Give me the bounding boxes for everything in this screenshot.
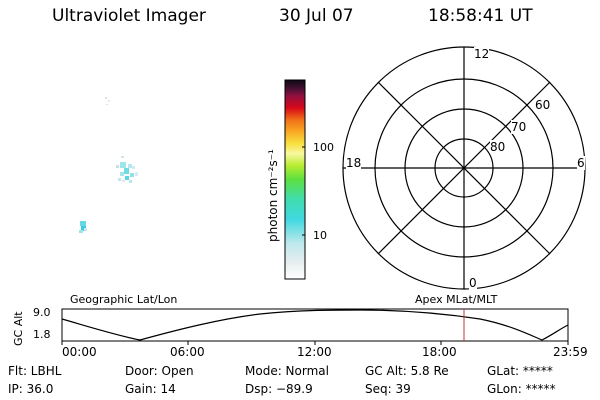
aurora-speckles [79, 97, 138, 233]
status-mode: Mode: Normal [245, 364, 329, 378]
mlt-label-12: 12 [474, 47, 490, 61]
orbit-xtick-3: 18:00 [422, 345, 457, 359]
orbit-ytick-bottom: 1.8 [33, 328, 51, 341]
status-door: Door: Open [125, 364, 194, 378]
orbit-plot-frame [61, 308, 569, 342]
mlt-label-6: 6 [577, 156, 585, 170]
orbit-xtick-2: 12:00 [297, 345, 332, 359]
uv-image-panel [79, 97, 138, 233]
status-glat: GLat: ***** [487, 364, 553, 378]
colorbar-label: photon cm⁻²s⁻¹ [266, 149, 280, 242]
colorbar-tick-10: 10 [313, 229, 327, 242]
time-label: 18:58:41 UT [428, 6, 533, 26]
geographic-title: Geographic Lat/Lon [70, 293, 178, 306]
colorbar-scale [284, 79, 306, 280]
status-gain: Gain: 14 [125, 382, 176, 396]
altitude-curve [61, 309, 569, 341]
orbit-altitude-plot [61, 308, 569, 345]
date-label: 30 Jul 07 [279, 6, 354, 26]
orbit-ytick-top: 9.0 [33, 306, 51, 319]
status-seq: Seq: 39 [365, 382, 411, 396]
status-ip: IP: 36.0 [8, 382, 54, 396]
lat-label-60: 60 [535, 98, 551, 112]
orbit-xtick-0: 00:00 [62, 345, 97, 359]
apex-title: Apex MLat/MLT [415, 293, 498, 306]
colorbar [284, 79, 306, 280]
status-gc-alt: GC Alt: 5.8 Re [365, 364, 449, 378]
orbit-ylabel: GC Alt [12, 311, 25, 346]
lat-label-70: 70 [511, 120, 527, 134]
polar-grid [342, 46, 586, 290]
status-dsp: Dsp: −89.9 [245, 382, 313, 396]
mlt-label-0: 0 [469, 276, 477, 290]
lat-label-80: 80 [490, 140, 506, 154]
orbit-xtick-4: 23:59 [553, 345, 588, 359]
mlt-label-18: 18 [346, 156, 362, 170]
colorbar-tick-100: 100 [313, 141, 334, 154]
orbit-xtick-1: 06:00 [170, 345, 205, 359]
status-glon: GLon: ***** [487, 382, 556, 396]
instrument-title: Ultraviolet Imager [52, 6, 206, 26]
status-filter: Flt: LBHL [8, 364, 62, 378]
